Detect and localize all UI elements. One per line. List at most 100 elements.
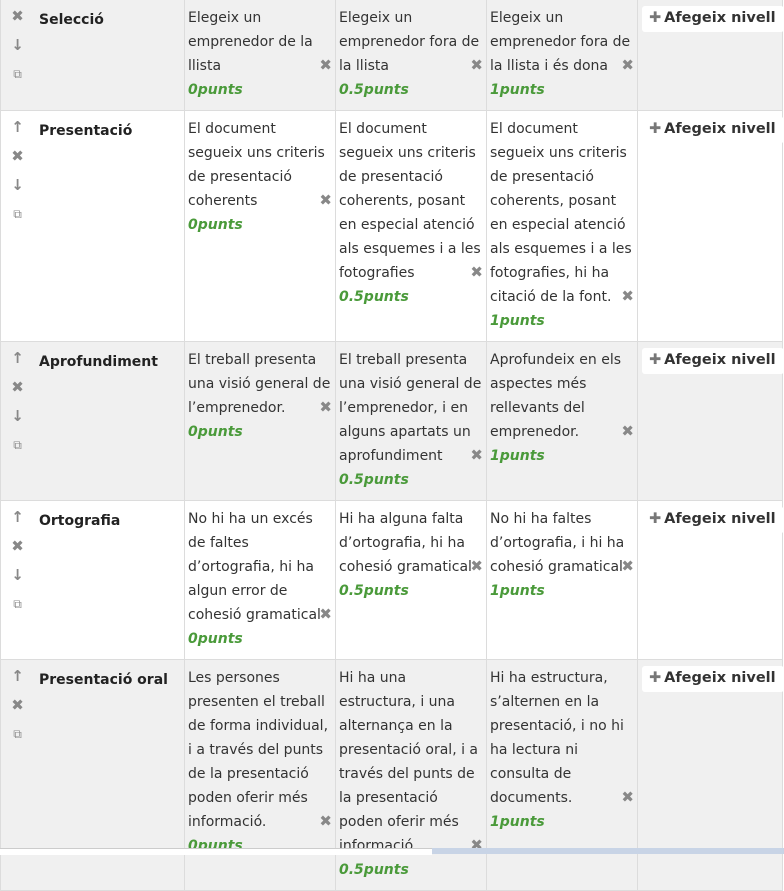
level-cell[interactable]: No hi ha un excés de faltes d’ortografia… — [184, 500, 336, 660]
criterion-row: ↑ ✖ ↓ ⧉ Aprofundiment El treball presenta una… — [0, 341, 784, 501]
level-description[interactable]: No hi ha faltes d’ortografia, i hi ha co… — [490, 511, 625, 575]
level-score[interactable]: 0punts — [188, 82, 243, 98]
add-level-cell: ✚ Afegeix nivell — [637, 341, 784, 501]
copy-icon[interactable]: ⧉ — [13, 438, 22, 452]
level-cell[interactable]: Elegeix un emprenedor fora de la llista 0… — [335, 0, 487, 111]
level-cell[interactable]: No hi ha faltes d’ortografia, i hi ha co… — [486, 500, 638, 660]
level-description[interactable]: Les persones presenten el treball de for… — [188, 670, 329, 830]
close-icon[interactable]: ✖ — [621, 557, 634, 575]
arrow-up-icon[interactable]: ↑ — [11, 508, 24, 526]
level-score[interactable]: 0punts — [188, 424, 243, 440]
level-cell[interactable]: Hi ha alguna falta d’ortografia, hi ha c… — [335, 500, 487, 660]
criterion-row: ✖ ↓ ⧉ Selecció Elegeix un emprenedor de la l… — [0, 0, 784, 111]
level-cell[interactable]: Les persones presenten el treball de for… — [184, 659, 336, 891]
close-icon[interactable]: ✖ — [11, 696, 24, 714]
arrow-down-icon[interactable]: ↓ — [11, 407, 24, 425]
criterion-row: ↑ ✖ ⧉ Presentació oral Les persones presente… — [0, 659, 784, 891]
level-description[interactable]: Elegeix un emprenedor fora de la llista — [339, 10, 480, 74]
copy-icon[interactable]: ⧉ — [13, 67, 22, 81]
add-level-button[interactable]: ✚ Afegeix nivell — [642, 666, 784, 692]
level-score[interactable]: 1punts — [490, 448, 545, 464]
level-score[interactable]: 0punts — [188, 217, 243, 233]
copy-icon[interactable]: ⧉ — [13, 727, 22, 741]
criterion-name[interactable]: Selecció — [34, 0, 185, 111]
level-description[interactable]: Elegeix un emprenedor fora de la llista … — [490, 10, 631, 74]
level-description[interactable]: El document segueix uns criteris de pres… — [339, 121, 481, 281]
level-score[interactable]: 0.5punts — [339, 862, 409, 878]
criterion-actions: ↑ ✖ ↓ ⧉ — [0, 500, 34, 660]
level-cell[interactable]: Aprofundeix en els aspectes més rellevan… — [486, 341, 638, 501]
level-cell[interactable]: El document segueix uns criteris de pres… — [486, 110, 638, 342]
level-cell[interactable]: Elegeix un emprenedor fora de la llista … — [486, 0, 638, 111]
criterion-actions: ✖ ↓ ⧉ — [0, 0, 34, 111]
add-level-cell: ✚ Afegeix nivell — [637, 110, 784, 342]
level-cell[interactable]: Hi ha una estructura, i una alternança e… — [335, 659, 487, 891]
arrow-up-icon[interactable]: ↑ — [11, 118, 24, 136]
arrow-up-icon[interactable]: ↑ — [11, 349, 24, 367]
level-score[interactable]: 0punts — [188, 631, 243, 647]
level-cell[interactable]: El treball presenta una visió general de… — [335, 341, 487, 501]
level-cell[interactable]: El document segueix uns criteris de pres… — [184, 110, 336, 342]
criterion-actions: ↑ ✖ ⧉ — [0, 659, 34, 891]
plus-icon: ✚ — [649, 352, 662, 368]
level-description[interactable]: Hi ha estructura, s’alternen en la prese… — [490, 670, 624, 806]
arrow-down-icon[interactable]: ↓ — [11, 36, 24, 54]
close-icon[interactable]: ✖ — [470, 446, 483, 464]
level-score[interactable]: 1punts — [490, 313, 545, 329]
level-score[interactable]: 1punts — [490, 82, 545, 98]
level-cell[interactable]: El document segueix uns criteris de pres… — [335, 110, 487, 342]
close-icon[interactable]: ✖ — [11, 378, 24, 396]
level-description[interactable]: Elegeix un emprenedor de la llista — [188, 10, 313, 74]
criterion-name[interactable]: Presentació — [34, 110, 185, 342]
close-icon[interactable]: ✖ — [470, 263, 483, 281]
plus-icon: ✚ — [649, 121, 662, 137]
level-description[interactable]: El document segueix uns criteris de pres… — [490, 121, 632, 305]
close-icon[interactable]: ✖ — [11, 537, 24, 555]
footer-bar — [0, 848, 784, 855]
level-description[interactable]: Aprofundeix en els aspectes més rellevan… — [490, 352, 622, 440]
close-icon[interactable]: ✖ — [319, 812, 332, 830]
level-description[interactable]: No hi ha un excés de faltes d’ortografia… — [188, 511, 321, 623]
level-cell[interactable]: Hi ha estructura, s’alternen en la prese… — [486, 659, 638, 891]
level-cell[interactable]: El treball presenta una visió general de… — [184, 341, 336, 501]
close-icon[interactable]: ✖ — [621, 788, 634, 806]
close-icon[interactable]: ✖ — [621, 422, 634, 440]
close-icon[interactable]: ✖ — [319, 56, 332, 74]
criterion-name[interactable]: Ortografia — [34, 500, 185, 660]
close-icon[interactable]: ✖ — [11, 7, 24, 25]
close-icon[interactable]: ✖ — [470, 557, 483, 575]
close-icon[interactable]: ✖ — [621, 287, 634, 305]
level-description[interactable]: Hi ha una estructura, i una alternança e… — [339, 670, 479, 854]
arrow-up-icon[interactable]: ↑ — [11, 667, 24, 685]
level-cell[interactable]: Elegeix un emprenedor de la llista 0punts… — [184, 0, 336, 111]
arrow-down-icon[interactable]: ↓ — [11, 566, 24, 584]
close-icon[interactable]: ✖ — [11, 147, 24, 165]
level-score[interactable]: 0.5punts — [339, 82, 409, 98]
add-level-button[interactable]: ✚ Afegeix nivell — [642, 6, 784, 32]
criterion-name[interactable]: Aprofundiment — [34, 341, 185, 501]
close-icon[interactable]: ✖ — [319, 605, 332, 623]
plus-icon: ✚ — [649, 511, 662, 527]
close-icon[interactable]: ✖ — [319, 191, 332, 209]
level-score[interactable]: 0.5punts — [339, 289, 409, 305]
close-icon[interactable]: ✖ — [319, 398, 332, 416]
level-description[interactable]: El treball presenta una visió general de… — [188, 352, 331, 416]
copy-icon[interactable]: ⧉ — [13, 597, 22, 611]
level-score[interactable]: 1punts — [490, 583, 545, 599]
add-level-button[interactable]: ✚ Afegeix nivell — [642, 117, 784, 143]
plus-icon: ✚ — [649, 670, 662, 686]
level-score[interactable]: 0.5punts — [339, 472, 409, 488]
close-icon[interactable]: ✖ — [470, 56, 483, 74]
level-description[interactable]: Hi ha alguna falta d’ortografia, hi ha c… — [339, 511, 472, 575]
copy-icon[interactable]: ⧉ — [13, 207, 22, 221]
close-icon[interactable]: ✖ — [621, 56, 634, 74]
level-score[interactable]: 0.5punts — [339, 583, 409, 599]
add-level-button[interactable]: ✚ Afegeix nivell — [642, 507, 784, 533]
level-description[interactable]: El treball presenta una visió general de… — [339, 352, 482, 464]
level-description[interactable]: El document segueix uns criteris de pres… — [188, 121, 325, 209]
level-score[interactable]: 1punts — [490, 814, 545, 830]
criterion-name[interactable]: Presentació oral — [34, 659, 185, 891]
arrow-down-icon[interactable]: ↓ — [11, 176, 24, 194]
add-level-button[interactable]: ✚ Afegeix nivell — [642, 348, 784, 374]
